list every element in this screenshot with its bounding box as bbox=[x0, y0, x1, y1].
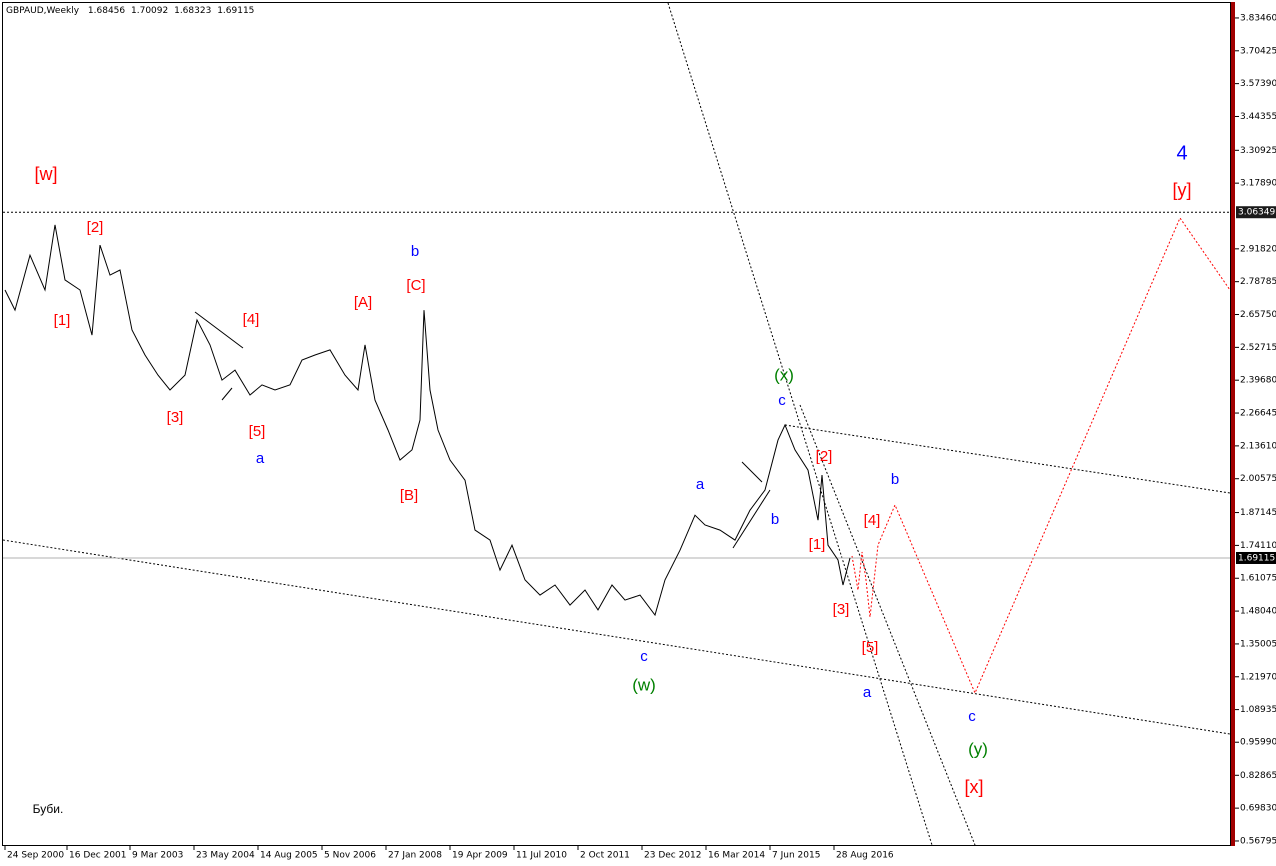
wave-label: (w) bbox=[632, 675, 656, 694]
wave-label: c bbox=[968, 708, 976, 725]
level-label: 3.06349 bbox=[1238, 208, 1275, 218]
y-tick-label: 3.57390 bbox=[1240, 79, 1276, 89]
wave-label: [4] bbox=[243, 311, 260, 328]
y-tick-label: 0.56795 bbox=[1240, 836, 1276, 846]
wave-label: [y] bbox=[1172, 180, 1191, 200]
level-label: 1.69115 bbox=[1238, 553, 1275, 563]
wave-label: b bbox=[771, 511, 779, 528]
plot-frame bbox=[2, 2, 1231, 846]
y-tick-label: 3.83460 bbox=[1240, 13, 1276, 23]
y-tick-label: 2.52715 bbox=[1240, 343, 1276, 353]
wave-label: [3] bbox=[167, 409, 184, 426]
triangle-line bbox=[221, 387, 233, 401]
wave-label: [B] bbox=[400, 487, 418, 504]
wave-label: [w] bbox=[34, 164, 57, 184]
wave-label: b bbox=[891, 471, 899, 488]
wave-label: a bbox=[256, 450, 265, 467]
trendline bbox=[667, 2, 933, 846]
wave-label: Буби. bbox=[33, 802, 64, 816]
level-label-box bbox=[1236, 551, 1276, 564]
x-tick-label: 16 Mar 2014 bbox=[708, 851, 765, 861]
wave-label: (x) bbox=[774, 365, 794, 384]
triangle-lines bbox=[194, 311, 771, 549]
y-tick-label: 2.91820 bbox=[1240, 244, 1276, 254]
y-tick-label: 3.17890 bbox=[1240, 179, 1276, 189]
wave-label: [3] bbox=[833, 601, 850, 618]
wave-label: [5] bbox=[249, 423, 266, 440]
header: GBPAUD,Weekly 1.68456 1.70092 1.68323 1.… bbox=[6, 6, 254, 16]
high: 1.70092 bbox=[131, 6, 168, 16]
x-tick-label: 23 Dec 2012 bbox=[644, 851, 702, 861]
triangle-line bbox=[732, 489, 771, 549]
low: 1.68323 bbox=[174, 6, 211, 16]
x-tick-label: 7 Jun 2015 bbox=[772, 851, 820, 861]
trendline bbox=[784, 424, 1231, 494]
wave-label: (y) bbox=[968, 739, 988, 758]
wave-label: [4] bbox=[864, 512, 881, 529]
x-tick-label: 23 May 2004 bbox=[196, 851, 255, 861]
x-tick-label: 16 Dec 2001 bbox=[69, 851, 127, 861]
wave-label: [2] bbox=[87, 219, 104, 236]
y-tick-label: 1.08935 bbox=[1240, 705, 1276, 715]
y-tick-label: 1.61075 bbox=[1240, 574, 1276, 584]
y-tick-label: 2.13610 bbox=[1240, 441, 1276, 451]
y-tick-label: 0.95990 bbox=[1240, 738, 1276, 748]
x-tick-label: 9 Mar 2003 bbox=[132, 851, 183, 861]
wave-label: [5] bbox=[862, 639, 879, 656]
close: 1.69115 bbox=[217, 6, 254, 16]
projection-path bbox=[851, 216, 1231, 695]
wave-label: c bbox=[778, 392, 786, 409]
wave-label: a bbox=[696, 476, 705, 493]
y-tick-label: 0.82865 bbox=[1240, 771, 1276, 781]
wave-label: 4 bbox=[1176, 142, 1187, 164]
wave-label: [A] bbox=[354, 294, 372, 311]
y-tick-label: 1.35005 bbox=[1240, 639, 1276, 649]
wave-label: [1] bbox=[54, 312, 71, 329]
y-tick-label: 2.65750 bbox=[1240, 310, 1276, 320]
x-tick-label: 14 Aug 2005 bbox=[260, 851, 318, 861]
wave-label: c bbox=[640, 648, 648, 665]
symbol: GBPAUD,Weekly bbox=[6, 6, 80, 16]
wave-label: [C] bbox=[406, 277, 425, 294]
trendline bbox=[2, 539, 1231, 735]
y-tick-label: 1.21970 bbox=[1240, 672, 1276, 682]
trendline bbox=[799, 404, 976, 846]
y-tick-label: 3.30925 bbox=[1240, 146, 1276, 156]
triangle-line bbox=[741, 461, 763, 483]
x-tick-label: 19 Apr 2009 bbox=[452, 851, 508, 861]
x-tick-label: 11 Jul 2010 bbox=[516, 851, 567, 861]
y-tick-label: 1.74110 bbox=[1240, 541, 1276, 551]
y-tick-label: 2.39680 bbox=[1240, 376, 1276, 386]
y-tick-label: 0.69830 bbox=[1240, 804, 1276, 814]
wave-label: [1] bbox=[809, 536, 826, 553]
y-tick-label: 3.70425 bbox=[1240, 46, 1276, 56]
price-line bbox=[4, 224, 851, 617]
y-tick-label: 2.00575 bbox=[1240, 474, 1276, 484]
x-tick-label: 5 Nov 2006 bbox=[324, 851, 376, 861]
trendlines bbox=[2, 2, 1231, 846]
triangle-line bbox=[194, 311, 244, 349]
wave-label: [x] bbox=[964, 777, 983, 797]
wave-label: a bbox=[863, 684, 872, 701]
open: 1.68456 bbox=[88, 6, 125, 16]
y-tick-label: 3.44355 bbox=[1240, 112, 1276, 122]
level-label-box bbox=[1236, 206, 1276, 219]
y-tick-label: 1.48040 bbox=[1240, 607, 1276, 617]
x-tick-label: 27 Jan 2008 bbox=[388, 851, 442, 861]
x-tick-label: 24 Sep 2000 bbox=[7, 851, 64, 861]
wave-label: [2] bbox=[816, 448, 833, 465]
x-tick-label: 2 Oct 2011 bbox=[580, 851, 630, 861]
wave-label: b bbox=[411, 243, 419, 260]
x-tick-label: 28 Aug 2016 bbox=[836, 851, 894, 861]
y-tick-label: 2.26645 bbox=[1240, 409, 1276, 419]
y-tick-label: 1.87145 bbox=[1240, 508, 1276, 518]
y-tick-label: 2.78785 bbox=[1240, 277, 1276, 287]
